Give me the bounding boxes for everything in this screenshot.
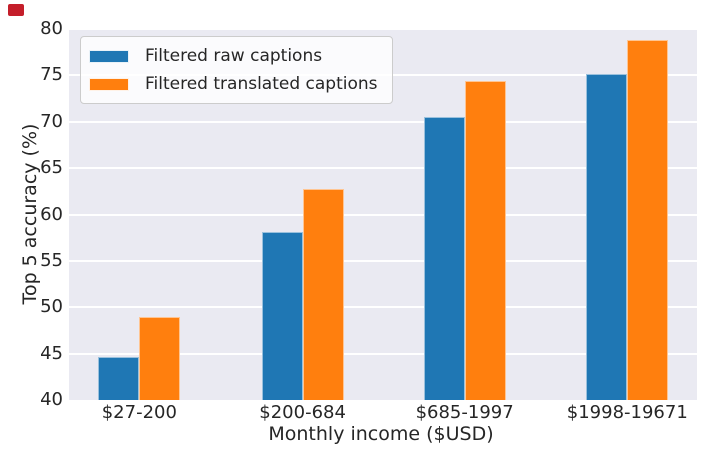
bar [302, 188, 344, 400]
bar [464, 80, 506, 400]
legend-item-translated: Filtered translated captions [89, 70, 378, 98]
y-tick-label: 60 [40, 203, 63, 225]
x-tick-label: $27-200 [101, 402, 177, 423]
y-tick-label: 40 [40, 389, 63, 410]
gridline [69, 352, 697, 355]
bar [139, 316, 181, 400]
legend: Filtered raw captions Filtered translate… [80, 36, 393, 104]
gridline [69, 167, 697, 170]
y-tick-label: 80 [40, 18, 63, 39]
bar [98, 357, 140, 400]
gridline [69, 120, 697, 123]
legend-label-translated: Filtered translated captions [145, 74, 378, 94]
bar [423, 117, 465, 400]
gridline [69, 259, 697, 262]
y-tick-label: 45 [40, 342, 63, 364]
y-tick-label: 65 [40, 157, 63, 179]
gridline [69, 306, 697, 309]
bar-group [98, 29, 181, 400]
bar-group [423, 29, 506, 400]
legend-swatch-translated [89, 77, 129, 91]
legend-swatch-raw [89, 49, 129, 63]
plot-area: Filtered raw captions Filtered translate… [69, 28, 697, 400]
legend-label-raw: Filtered raw captions [145, 46, 323, 66]
x-tick-label: $685-1997 [415, 402, 514, 423]
y-tick-label: 75 [40, 64, 63, 86]
bar [627, 40, 669, 400]
gridline [69, 28, 697, 30]
bar-group [586, 29, 669, 400]
bar [586, 73, 628, 400]
x-tick-label: $1998-19671 [566, 402, 688, 423]
y-tick-label: 55 [40, 249, 63, 271]
gridline [69, 213, 697, 216]
x-tick-label: $200-684 [259, 402, 346, 423]
y-tick-label: 50 [40, 296, 63, 318]
legend-item-raw: Filtered raw captions [89, 42, 378, 70]
bar-group [261, 29, 344, 400]
bar [261, 232, 303, 400]
y-tick-label: 70 [40, 110, 63, 132]
x-axis-label: Monthly income ($USD) [268, 423, 494, 445]
red-marker-icon [8, 4, 24, 16]
